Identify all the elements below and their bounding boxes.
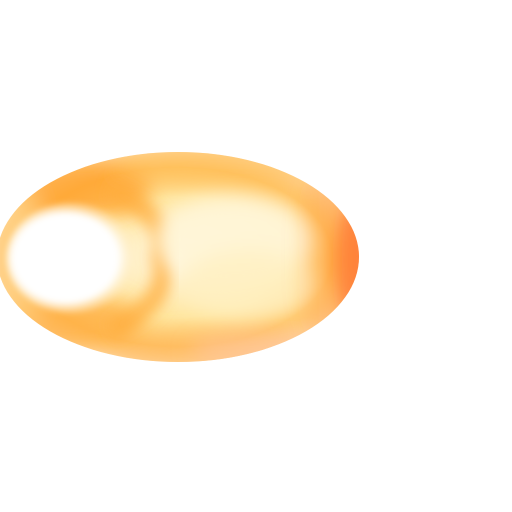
hot-core [6, 203, 138, 313]
orange-crescent [105, 180, 173, 340]
yellow-wash [155, 195, 320, 320]
bottom-tint [190, 332, 330, 362]
right-edge-glow [290, 162, 359, 352]
